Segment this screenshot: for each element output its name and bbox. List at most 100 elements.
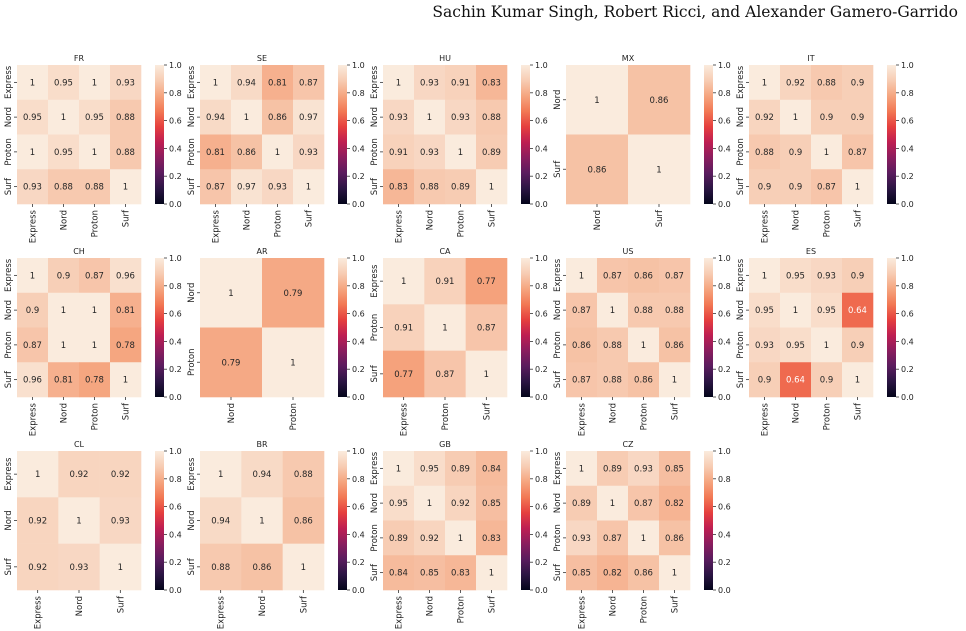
heatmap-cell [200, 169, 232, 205]
cell-value-label: 1 [489, 569, 494, 579]
cell-value-label: 0.78 [116, 341, 135, 351]
colorbar-tick-label: 0.8 [169, 89, 182, 98]
colorbar [155, 451, 164, 590]
heatmap-cell [293, 65, 325, 101]
colorbar-tick-label: 1.0 [169, 447, 182, 456]
colorbar-tick-label: 0.0 [535, 200, 548, 209]
cell-value-label: 0.77 [477, 277, 496, 287]
y-tick-label: Surf [553, 370, 563, 388]
heatmap-cell [17, 169, 49, 205]
heatmap-cell [424, 304, 466, 351]
cell-value-label: 0.9 [789, 183, 803, 193]
x-tick-label: Nord [75, 596, 85, 616]
cell-value-label: 0.87 [603, 271, 622, 281]
heatmap-cell [465, 350, 508, 398]
cell-value-label: 1 [301, 563, 306, 573]
heatmap-cell [17, 99, 49, 135]
y-tick-label: Surf [370, 364, 380, 382]
heatmap-cell [597, 451, 629, 487]
heatmap-cell [414, 555, 446, 591]
colorbar-tick-label: 0.0 [169, 586, 182, 595]
author-line: Sachin Kumar Singh, Robert Ricci, and Al… [432, 3, 958, 21]
heatmap-cell [566, 258, 598, 294]
heatmap-cell [749, 258, 781, 294]
heatmap-title: AR [256, 247, 267, 256]
heatmap-cell [293, 99, 325, 135]
colorbar [155, 65, 164, 204]
x-tick-label: Nord [609, 403, 619, 423]
colorbar [887, 65, 896, 204]
colorbar-tick-label: 0.8 [718, 89, 731, 98]
heatmap-cell [79, 258, 111, 294]
heatmap-cell [780, 65, 812, 101]
cell-value-label: 0.89 [389, 534, 408, 544]
cell-value-label: 0.95 [786, 341, 805, 351]
colorbar-tick-label: 1.0 [352, 61, 365, 70]
cell-value-label: 1 [306, 183, 311, 193]
cell-value-label: 1 [489, 183, 494, 193]
heatmap-cell [414, 65, 446, 101]
x-tick-label: Surf [488, 209, 498, 227]
colorbar-tick-label: 0.4 [169, 337, 182, 346]
colorbar [704, 451, 713, 590]
y-tick-label: Express [370, 264, 380, 298]
heatmap-cell [79, 169, 111, 205]
heatmap-cell [48, 292, 80, 328]
colorbar [521, 258, 530, 397]
cell-value-label: 1 [92, 306, 97, 316]
colorbar [338, 451, 347, 590]
heatmap-cell [48, 134, 80, 170]
x-tick-label: Express [761, 402, 771, 436]
cell-value-label: 1 [656, 165, 661, 175]
y-tick-label: Surf [4, 557, 14, 575]
colorbar-tick-label: 0.6 [535, 117, 548, 126]
heatmap-cell [200, 327, 263, 398]
cell-value-label: 0.88 [116, 148, 135, 158]
colorbar-tick-label: 0.8 [169, 475, 182, 484]
cell-value-label: 1 [594, 96, 599, 106]
y-tick-label: Nord [370, 493, 380, 513]
colorbar-tick-label: 0.4 [718, 337, 731, 346]
heatmap-cell [17, 362, 49, 398]
cell-value-label: 0.88 [603, 376, 622, 386]
heatmap-cell [99, 497, 142, 544]
cell-value-label: 0.88 [116, 113, 135, 123]
heatmap-cell [200, 134, 232, 170]
heatmap-cell [811, 99, 843, 135]
heatmap-cell [445, 451, 477, 487]
heatmap-title: IT [807, 54, 814, 63]
cell-value-label: 0.88 [665, 306, 684, 316]
cell-value-label: 0.83 [482, 534, 501, 544]
cell-value-label: 0.9 [851, 113, 865, 123]
heatmap-cell [110, 99, 142, 135]
heatmap-cell [445, 485, 477, 521]
colorbar-tick-label: 1.0 [535, 254, 548, 263]
heatmap-cell [749, 134, 781, 170]
cell-value-label: 0.94 [211, 517, 230, 527]
cell-value-label: 1 [610, 499, 615, 509]
y-tick-label: Nord [4, 300, 14, 320]
cell-value-label: 1 [579, 464, 584, 474]
cell-value-label: 0.94 [206, 113, 225, 123]
cell-value-label: 0.88 [85, 183, 104, 193]
heatmap-gb: GB 1 0.95 0.89 0.84 0.95 1 0.92 0.85 0.89 0.92 1 0.8… [370, 440, 548, 629]
y-tick-label: Nord [187, 510, 197, 530]
heatmap-es: ES 1 0.95 0.93 0.9 0.95 1 0.95 0.64 0.93 0.95 1 0.9 0… [736, 247, 914, 436]
heatmap-ch: CH1 0.9 0.87 0.960.9 1 1 0.810.87 1 1 0.780.96 0.8… [4, 247, 182, 436]
heatmap-cell [282, 451, 325, 498]
x-tick-label: Surf [305, 209, 315, 227]
heatmap-cell [383, 350, 425, 398]
heatmap-title: CA [439, 247, 451, 256]
colorbar-tick-label: 0.0 [535, 393, 548, 402]
heatmap-cell [262, 134, 294, 170]
cell-value-label: 0.88 [294, 470, 313, 480]
heatmap-cell [566, 485, 598, 521]
heatmap-cell [110, 65, 142, 101]
colorbar-tick-label: 1.0 [535, 447, 548, 456]
cell-value-label: 1 [228, 289, 233, 299]
heatmap-cell [445, 520, 477, 556]
cell-value-label: 0.89 [482, 148, 501, 158]
heatmap-cell [110, 134, 142, 170]
colorbar-tick-label: 0.4 [535, 530, 548, 539]
